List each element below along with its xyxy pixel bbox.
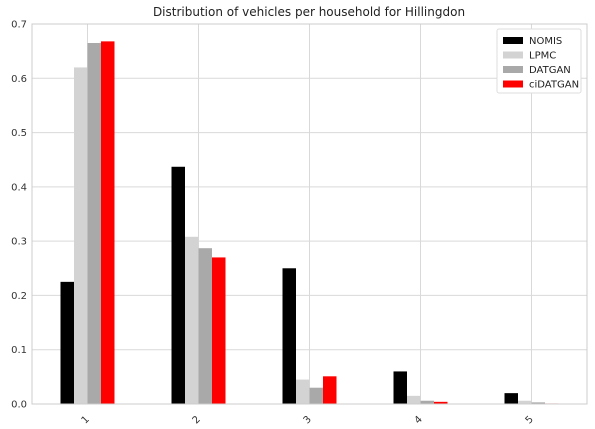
bar-lpmc-5 [518, 400, 532, 404]
x-tick-label: 5 [524, 414, 536, 426]
legend-swatch-datgan [503, 66, 523, 73]
legend-swatch-nomis [503, 37, 523, 44]
bar-datgan-4 [420, 400, 434, 404]
legend-swatch-cidatgan [503, 80, 523, 88]
bar-cidatgan-1 [101, 41, 115, 404]
y-tick-label: 0.1 [11, 345, 27, 356]
y-tick-label: 0.5 [11, 128, 27, 139]
bar-cidatgan-3 [323, 376, 337, 404]
legend-label-datgan: DATGAN [529, 65, 571, 76]
y-tick-label: 0.6 [11, 74, 27, 85]
legend-label-lpmc: LPMC [529, 51, 556, 62]
bar-datgan-2 [198, 248, 212, 404]
x-tick-label: 3 [302, 414, 314, 426]
bar-datgan-5 [531, 402, 545, 404]
legend-swatch-lpmc [503, 51, 523, 59]
bar-lpmc-3 [296, 379, 310, 404]
bar-cidatgan-2 [212, 257, 226, 404]
bar-lpmc-1 [74, 67, 88, 404]
bar-cidatgan-4 [434, 401, 448, 404]
legend-box [496, 28, 582, 94]
bar-datgan-1 [87, 43, 101, 404]
y-tick-label: 0.4 [11, 182, 27, 193]
plot-frame [31, 23, 588, 405]
y-tick-label: 0.2 [11, 291, 27, 302]
bar-lpmc-4 [407, 395, 421, 404]
x-tick-label: 2 [191, 414, 203, 426]
plot-area: 0.0 0.1 0.2 0.3 0.4 0.5 0.6 0.7 1 2 3 4 5 [11, 20, 588, 426]
bar-nomis-4 [393, 371, 407, 404]
legend-label-nomis: NOMIS [529, 36, 562, 47]
y-tick-label: 0.7 [11, 20, 27, 31]
bar-lpmc-2 [185, 236, 199, 404]
chart-title: Distribution of vehicles per household f… [153, 5, 465, 19]
legend: NOMIS LPMC DATGAN ciDATGAN [496, 28, 582, 94]
x-tick-label: 1 [80, 414, 92, 426]
x-tick-label: 4 [413, 414, 425, 426]
bar-nomis-3 [282, 268, 296, 404]
bar-datgan-3 [309, 387, 323, 404]
bar-nomis-2 [171, 166, 185, 404]
legend-label-cidatgan: ciDATGAN [529, 80, 579, 91]
bar-nomis-5 [504, 393, 518, 404]
y-tick-label: 0.3 [11, 237, 27, 248]
bar-nomis-1 [60, 281, 74, 404]
y-tick-label: 0.0 [11, 400, 27, 411]
